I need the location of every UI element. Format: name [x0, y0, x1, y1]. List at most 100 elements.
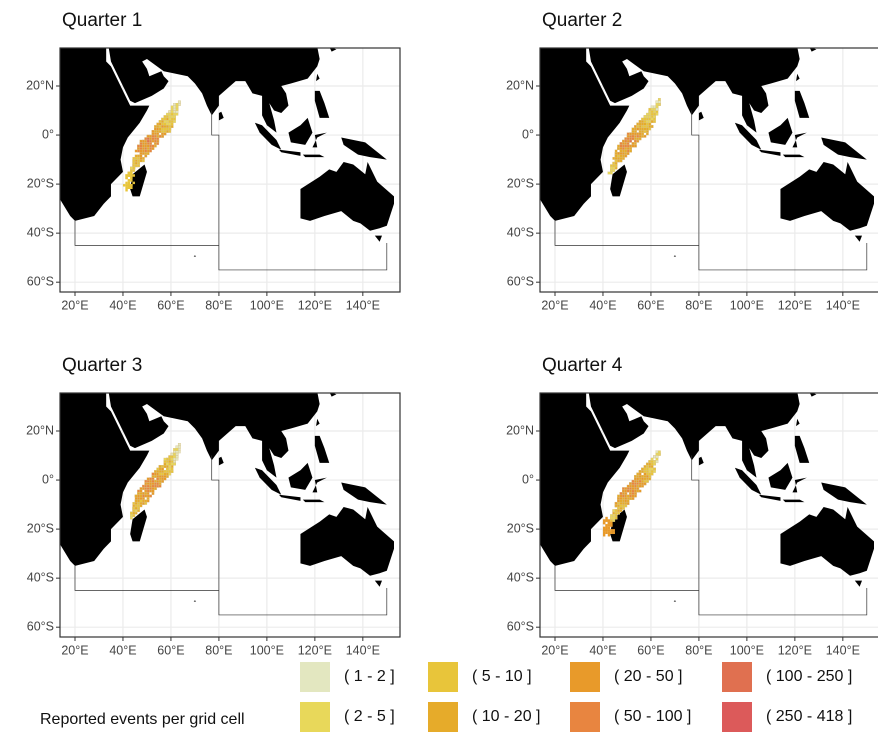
grid-cell — [146, 494, 150, 498]
grid-cell — [151, 482, 155, 486]
grid-cell — [629, 137, 632, 141]
y-tick-label: 40°S — [27, 225, 54, 239]
y-tick-label: 20°S — [507, 176, 534, 190]
grid-cell — [617, 506, 620, 510]
grid-cell — [139, 487, 143, 491]
grid-cell — [655, 457, 659, 461]
grid-cell — [132, 501, 136, 505]
y-tick-label: 60°S — [27, 274, 54, 288]
grid-cell — [149, 484, 152, 488]
grid-cell — [605, 531, 608, 535]
y-tick-label: 40°S — [507, 570, 534, 584]
grid-cell — [643, 472, 647, 476]
grid-cell — [146, 492, 150, 495]
grid-cell — [610, 514, 613, 517]
grid-cell — [149, 477, 152, 481]
grid-cell — [636, 479, 640, 483]
panel-title: Quarter 4 — [542, 355, 623, 376]
grid-cell — [165, 462, 169, 466]
grid-cell — [602, 521, 606, 525]
legend: Reported events per grid cell ( 1 - 2 ] ( … — [40, 662, 852, 732]
grid-cell — [146, 137, 150, 141]
y-tick-label: 60°S — [507, 274, 534, 288]
grid-cell — [158, 465, 162, 468]
grid-cell — [156, 132, 160, 136]
grid-cell — [619, 156, 623, 160]
grid-cell — [137, 497, 140, 500]
grid-cell — [629, 484, 632, 488]
grid-cell — [165, 112, 169, 116]
grid-cell — [653, 455, 656, 459]
grid-cell — [633, 489, 637, 493]
y-tick-label: 40°S — [27, 570, 54, 584]
grid-cell — [619, 506, 623, 510]
grid-cell — [165, 117, 169, 121]
grid-cell — [622, 142, 625, 146]
x-tick-label: 80°E — [205, 298, 232, 312]
grid-cell — [653, 120, 656, 123]
x-tick-label: 80°E — [685, 643, 712, 657]
y-tick-label: 0° — [522, 472, 534, 486]
grid-cell — [607, 531, 611, 535]
grid-cell — [177, 450, 181, 454]
grid-cell — [146, 139, 150, 143]
grid-cell — [153, 472, 157, 476]
grid-cell — [619, 159, 623, 163]
grid-cell — [153, 479, 157, 483]
grid-cell — [619, 149, 623, 153]
grid-cell — [619, 494, 623, 498]
grid-cell — [650, 125, 654, 128]
grid-cell — [161, 467, 164, 471]
grid-cell — [619, 152, 623, 155]
grid-cell — [156, 142, 160, 146]
legend-swatch — [300, 662, 330, 692]
grid-cell — [161, 477, 164, 481]
grid-cell — [631, 142, 635, 146]
grid-cell — [127, 174, 131, 177]
grid-cell — [645, 115, 649, 119]
grid-cell — [163, 470, 167, 473]
grid-cell — [626, 484, 630, 488]
grid-cell — [650, 470, 654, 473]
grid-cell — [137, 509, 140, 513]
grid-cell — [146, 142, 150, 146]
grid-cell — [636, 122, 640, 126]
grid-cell — [612, 161, 616, 165]
grid-cell — [144, 487, 148, 491]
grid-cell — [638, 120, 642, 123]
grid-cell — [127, 184, 131, 187]
grid-cell — [650, 465, 654, 468]
grid-cell — [165, 457, 169, 461]
grid-cell — [631, 497, 635, 500]
grid-cell — [146, 487, 150, 491]
grid-cell — [653, 115, 656, 119]
grid-cell — [170, 107, 174, 111]
grid-cell — [161, 479, 164, 483]
grid-cell — [168, 112, 172, 116]
grid-cell — [153, 130, 157, 133]
grid-cell — [134, 159, 138, 163]
grid-cell — [130, 176, 133, 180]
grid-cell — [158, 477, 162, 481]
grid-cell — [629, 487, 632, 491]
legend-label: ( 20 - 50 ] — [614, 668, 682, 685]
grid-cell — [173, 110, 176, 114]
grid-cell — [165, 472, 169, 476]
grid-cell — [629, 492, 632, 495]
grid-cell — [617, 511, 620, 515]
grid-cell — [165, 470, 169, 473]
grid-cell — [648, 470, 652, 473]
grid-cell — [134, 497, 138, 500]
grid-cell — [648, 112, 652, 116]
panel-content — [60, 48, 400, 292]
grid-cell — [645, 112, 649, 116]
grid-cell — [177, 103, 181, 106]
y-tick-label: 0° — [42, 472, 54, 486]
grid-cell — [146, 482, 150, 486]
grid-cell — [168, 470, 172, 473]
grid-cell — [137, 156, 140, 160]
grid-cell — [161, 120, 164, 123]
grid-cell — [144, 154, 148, 158]
grid-cell — [622, 149, 625, 153]
grid-cell — [175, 105, 179, 109]
